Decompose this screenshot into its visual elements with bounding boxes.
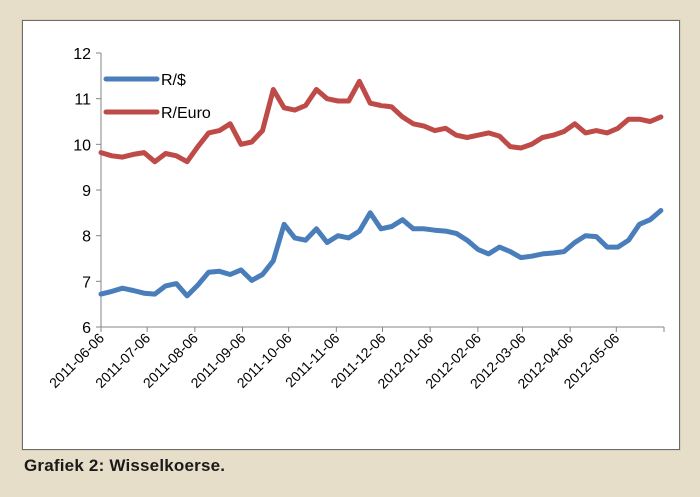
series-line-1 [98,208,664,299]
y-tick-label: 7 [82,274,91,291]
line-chart: 67891011122011-06-062011-07-062011-08-06… [46,46,665,392]
y-tick-label: 9 [82,183,91,200]
chart-caption: Grafiek 2: Wisselkoerse. [24,456,226,475]
y-tick-label: 10 [73,137,91,154]
legend-label-1: R/$ [161,72,186,89]
series-line-2 [98,78,664,165]
legend-label-2: R/Euro [161,105,211,122]
chart-frame: 6 7 8 9 10 11 12 2011-06-06 2011-07-06 2011-08-06… [22,20,680,450]
y-tick-label: 8 [82,229,91,246]
y-tick-label: 6 [82,320,91,337]
y-tick-label: 11 [74,92,91,109]
y-tick-label: 12 [73,46,91,63]
